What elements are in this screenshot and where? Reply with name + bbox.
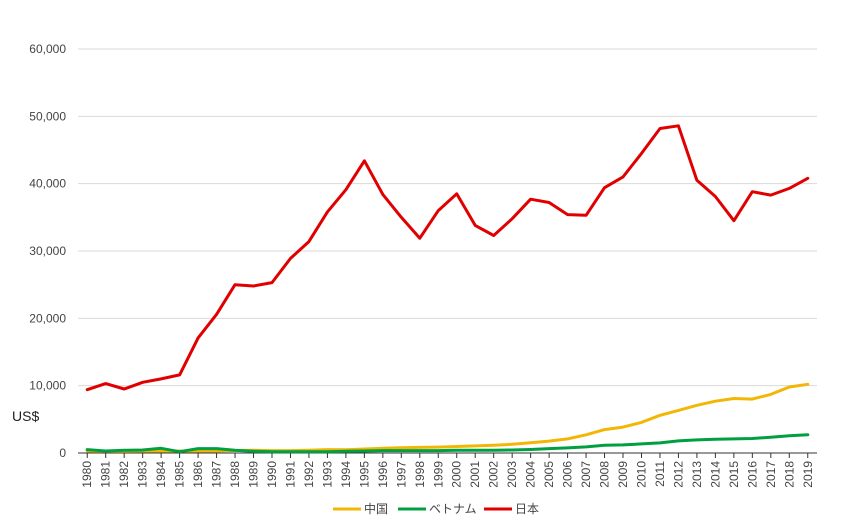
y-axis-ticks: 0 10,000 20,000 30,000 40,000 50,000 60,000 xyxy=(29,42,66,460)
x-tick-label: 2014 xyxy=(708,461,722,488)
x-tick-label: 2000 xyxy=(450,461,464,488)
x-tick-label: 1992 xyxy=(302,461,316,488)
x-tick-label: 1991 xyxy=(283,461,297,488)
x-tick-label: 1995 xyxy=(357,461,371,488)
series-line-0 xyxy=(85,382,810,453)
legend-entry-label: ベトナム xyxy=(429,502,477,516)
x-tick-label: 2005 xyxy=(542,461,556,488)
x-tick-label: 2018 xyxy=(782,461,796,488)
y-tick-label: 40,000 xyxy=(29,177,66,191)
x-tick-label: 2003 xyxy=(505,461,519,488)
x-tick-label: 2013 xyxy=(690,461,704,488)
legend: 中国 ベトナム 日本 xyxy=(333,501,539,516)
x-tick-label: 2001 xyxy=(468,461,482,488)
series-lines xyxy=(85,124,810,454)
x-tick-label: 1980 xyxy=(80,461,94,488)
x-tick-label: 1996 xyxy=(376,461,390,488)
x-tick-label: 1999 xyxy=(431,461,445,488)
x-tick-label: 2012 xyxy=(671,461,685,488)
x-tick-label: 1986 xyxy=(191,461,205,488)
x-tick-label: 1993 xyxy=(320,461,334,488)
x-tick-label: 2009 xyxy=(616,461,630,488)
legend-entry-label: 中国 xyxy=(364,501,388,516)
x-tick-label: 1994 xyxy=(339,461,353,488)
x-tick-label: 2016 xyxy=(745,461,759,488)
y-tick-label: 10,000 xyxy=(29,379,66,393)
x-tick-label: 2007 xyxy=(579,461,593,488)
x-tick-label: 1984 xyxy=(154,461,168,488)
x-tick-label: 1998 xyxy=(413,461,427,488)
series-line-2 xyxy=(85,124,810,392)
x-tick-label: 1985 xyxy=(173,461,187,488)
series-line-1 xyxy=(85,433,810,454)
y-tick-label: 20,000 xyxy=(29,311,66,325)
x-tick-label: 2010 xyxy=(634,461,648,488)
x-tick-label: 1987 xyxy=(210,461,224,488)
x-tick-label: 1990 xyxy=(265,461,279,488)
x-tick-label: 2019 xyxy=(801,461,815,488)
grid-lines xyxy=(78,48,817,454)
x-tick-label: 2002 xyxy=(487,461,501,488)
y-tick-label: 30,000 xyxy=(29,244,66,258)
x-tick-label: 2004 xyxy=(524,461,538,488)
x-tick-label: 1988 xyxy=(228,461,242,488)
y-axis-unit-label: US$ xyxy=(12,408,39,424)
x-tick-label: 1982 xyxy=(117,461,131,488)
y-tick-label: 50,000 xyxy=(29,109,66,123)
x-tick-label: 1989 xyxy=(247,461,261,488)
x-tick-label: 2008 xyxy=(598,461,612,488)
x-tick-label: 2015 xyxy=(727,461,741,488)
legend-entry-label: 日本 xyxy=(515,502,539,516)
x-tick-label: 1983 xyxy=(136,461,150,488)
x-axis-ticks: 1980 1981 1982 1983 1984 1985 1986 1987 1988 1989… xyxy=(80,453,815,488)
y-tick-label: 0 xyxy=(59,446,66,460)
x-tick-label: 2006 xyxy=(561,461,575,488)
x-tick-label: 1981 xyxy=(99,461,113,488)
y-tick-label: 60,000 xyxy=(29,42,66,56)
x-tick-label: 1997 xyxy=(394,461,408,488)
x-tick-label: 2011 xyxy=(653,461,667,487)
x-tick-label: 2017 xyxy=(764,461,778,488)
